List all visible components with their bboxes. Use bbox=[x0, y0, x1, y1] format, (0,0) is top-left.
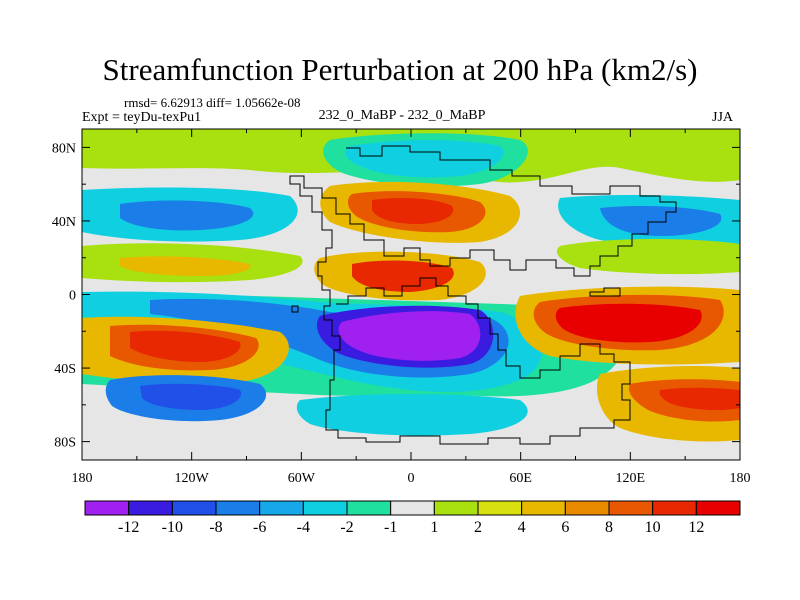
colorbar-label: 1 bbox=[430, 519, 438, 536]
lon-tick-label: 180 bbox=[730, 471, 751, 486]
lat-tick-label: 80S bbox=[54, 436, 76, 451]
colorbar-label: -8 bbox=[209, 519, 222, 536]
contour-south-blue-band bbox=[296, 394, 528, 436]
lon-tick-label: 120W bbox=[175, 471, 210, 486]
contour-indian-high-red bbox=[555, 303, 702, 343]
colorbar: -12 -10 -8 -6 -4 -2 -1 1 2 4 6 8 10 12 bbox=[84, 500, 741, 536]
chart-title: Streamfunction Perturbation at 200 hPa (… bbox=[102, 52, 698, 87]
lat-tick-label: 80N bbox=[52, 141, 76, 156]
colorbar-swatch bbox=[564, 500, 610, 516]
colorbar-swatch bbox=[608, 500, 654, 516]
colorbar-swatch bbox=[652, 500, 697, 516]
axis-ticks bbox=[81, 129, 741, 460]
colorbar-swatch bbox=[695, 500, 741, 516]
contour-africa-high-red bbox=[352, 260, 454, 292]
colorbar-label: -4 bbox=[297, 519, 310, 536]
lon-tick-label: 0 bbox=[408, 471, 415, 486]
contour-europe-high-red bbox=[372, 198, 454, 224]
contour-tropical-yellow-strip bbox=[120, 256, 251, 276]
axis-labels: 180 120W 60W 0 60E 120E 180 80N 40N 0 40S 80S bbox=[52, 141, 751, 486]
colorbar-label: 4 bbox=[518, 519, 526, 536]
colorbar-swatch bbox=[390, 500, 435, 516]
contour-se-high-red bbox=[659, 387, 740, 411]
colorbar-label: 12 bbox=[688, 519, 704, 536]
colorbar-label: -1 bbox=[384, 519, 397, 536]
colorbar-swatch bbox=[433, 500, 479, 516]
colorbar-swatch bbox=[215, 500, 261, 516]
colorbar-swatch bbox=[521, 500, 566, 516]
season-label: JJA bbox=[712, 110, 734, 125]
contour-ne-blue bbox=[600, 206, 722, 236]
contour-field bbox=[82, 129, 740, 460]
lat-tick-label: 0 bbox=[69, 289, 76, 304]
experiment-label: Expt = teyDu-texPu1 bbox=[82, 110, 202, 125]
lon-tick-label: 180 bbox=[72, 471, 93, 486]
lat-tick-label: 40S bbox=[54, 362, 76, 377]
colorbar-label: 2 bbox=[474, 519, 482, 536]
colorbar-swatch bbox=[128, 500, 173, 516]
lon-tick-label: 120E bbox=[616, 471, 646, 486]
lon-tick-label: 60E bbox=[509, 471, 532, 486]
contour-pacific-high-red bbox=[130, 330, 241, 362]
colorbar-label: -6 bbox=[253, 519, 266, 536]
contour-ne-tropical-green bbox=[556, 239, 740, 275]
colorbar-label: -2 bbox=[340, 519, 353, 536]
colorbar-label: -10 bbox=[162, 519, 183, 536]
contour-north-cyan bbox=[345, 140, 504, 178]
island-outline-1 bbox=[589, 287, 621, 297]
colorbar-swatch bbox=[84, 500, 130, 516]
colorbar-swatch bbox=[259, 500, 304, 516]
colorbar-swatch bbox=[171, 500, 217, 516]
colorbar-label: 8 bbox=[605, 519, 613, 536]
lon-tick-label: 60W bbox=[288, 471, 316, 486]
colorbar-label: 10 bbox=[645, 519, 661, 536]
colorbar-swatch bbox=[302, 500, 348, 516]
colorbar-swatch bbox=[477, 500, 523, 516]
land-outline bbox=[289, 145, 677, 445]
colorbar-label: 6 bbox=[561, 519, 569, 536]
island-outline-2 bbox=[291, 305, 299, 313]
colorbar-swatch bbox=[346, 500, 392, 516]
comparison-label: 232_0_MaBP - 232_0_MaBP bbox=[318, 108, 486, 123]
contour-south-low-purple bbox=[338, 311, 481, 361]
contour-south-pacific-low-core bbox=[140, 383, 242, 410]
lat-tick-label: 40N bbox=[52, 215, 76, 230]
colorbar-label: -12 bbox=[118, 519, 139, 536]
stats-label: rmsd= 6.62913 diff= 1.05662e-08 bbox=[124, 95, 301, 110]
contour-nw-blue-core bbox=[120, 200, 254, 231]
